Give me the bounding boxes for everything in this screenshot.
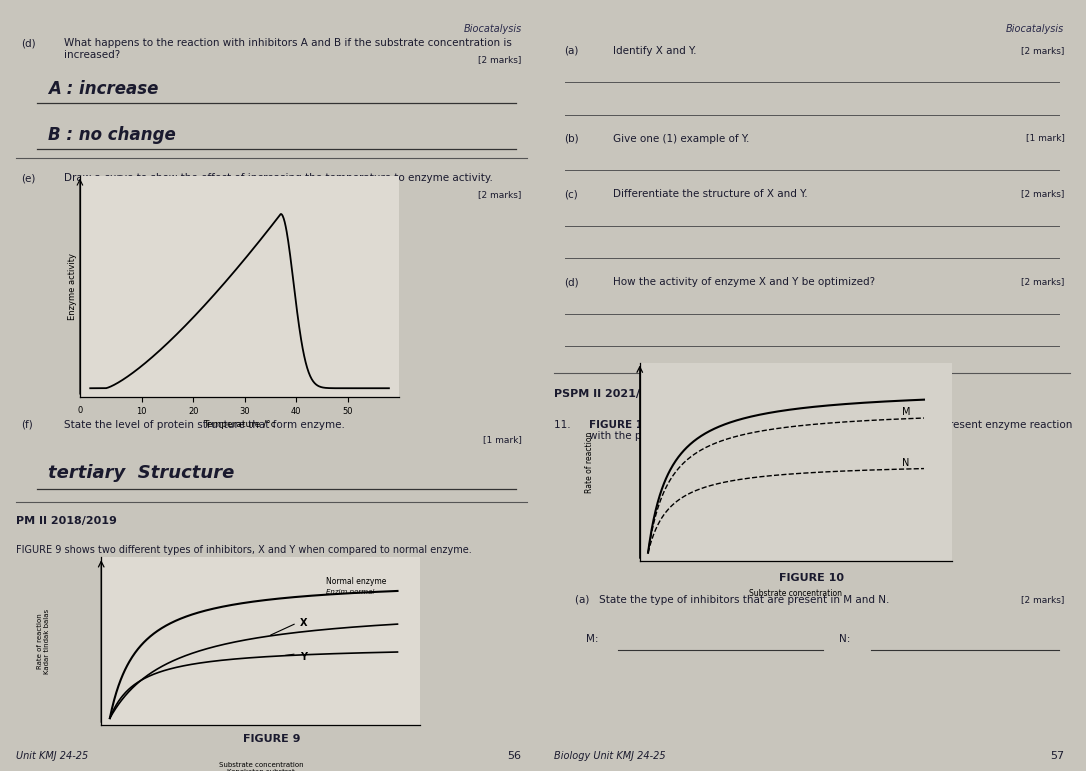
Text: N: N: [901, 459, 909, 469]
Text: below shows three different enzyme reactions. M and N represent enzyme reaction
: below shows three different enzyme react…: [589, 420, 1072, 442]
Text: PM II 2018/2019: PM II 2018/2019: [16, 516, 117, 526]
Text: Enzim normal: Enzim normal: [326, 589, 374, 595]
Text: 11.: 11.: [554, 420, 573, 430]
Text: Y: Y: [300, 651, 306, 662]
Text: [1 mark]: [1 mark]: [483, 435, 521, 444]
Text: FIGURE 9 shows two different types of inhibitors, X and Y when compared to norma: FIGURE 9 shows two different types of in…: [16, 545, 471, 555]
Text: State the level of protein structure that form enzyme.: State the level of protein structure tha…: [64, 420, 345, 430]
Text: FIGURE 10: FIGURE 10: [589, 420, 649, 430]
Text: What happens to the reaction with inhibitors A and B if the substrate concentrat: What happens to the reaction with inhibi…: [64, 39, 512, 60]
Text: 57: 57: [1050, 751, 1064, 761]
Text: X: X: [300, 618, 307, 628]
Text: Normal enzyme: Normal enzyme: [326, 577, 386, 586]
Text: [2 marks]: [2 marks]: [1021, 45, 1064, 55]
Text: (d): (d): [565, 277, 579, 287]
X-axis label: Temperature /°c: Temperature /°c: [203, 420, 276, 429]
Y-axis label: Enzyme activity: Enzyme activity: [68, 253, 77, 320]
Text: M: M: [901, 407, 910, 417]
Text: Give one (1) example of Y.: Give one (1) example of Y.: [613, 133, 749, 143]
Text: Substrate concentration
Kepekatan substrat: Substrate concentration Kepekatan substr…: [218, 762, 303, 771]
Text: Substrate concentration: Substrate concentration: [749, 589, 842, 598]
Text: B : no change: B : no change: [48, 126, 176, 144]
Text: (d): (d): [22, 39, 36, 49]
Text: Identify X and Y.: Identify X and Y.: [613, 45, 696, 56]
Text: [2 marks]: [2 marks]: [1021, 595, 1064, 604]
Text: [2 marks]: [2 marks]: [1021, 277, 1064, 286]
Text: Draw a curve to show the effect of increasing the temperature to enzyme activity: Draw a curve to show the effect of incre…: [64, 173, 493, 183]
Text: A : increase: A : increase: [48, 80, 159, 98]
Text: 0: 0: [77, 406, 83, 415]
Text: (c): (c): [565, 190, 578, 200]
Text: [2 marks]: [2 marks]: [1021, 190, 1064, 198]
Text: [2 marks]: [2 marks]: [478, 190, 521, 199]
Text: Rate of reaction
Kadar tindak balas: Rate of reaction Kadar tindak balas: [37, 608, 50, 674]
Text: Rate of reaction: Rate of reaction: [585, 431, 594, 493]
Text: 56: 56: [507, 751, 521, 761]
Text: FIGURE 10: FIGURE 10: [780, 573, 844, 583]
Text: (a)   State the type of inhibitors that are present in M and N.: (a) State the type of inhibitors that ar…: [576, 595, 889, 605]
Text: Biocatalysis: Biocatalysis: [464, 25, 521, 35]
Text: M:: M:: [586, 634, 598, 644]
Text: Unit KMJ 24-25: Unit KMJ 24-25: [16, 751, 88, 761]
Text: Biology Unit KMJ 24-25: Biology Unit KMJ 24-25: [554, 751, 666, 761]
Text: (e): (e): [22, 173, 36, 183]
Text: PSPM II 2021/2022: PSPM II 2021/2022: [554, 389, 671, 399]
Text: (f): (f): [22, 420, 34, 430]
Text: FIGURE 9: FIGURE 9: [243, 733, 300, 743]
Text: (b): (b): [565, 133, 579, 143]
Text: Differentiate the structure of X and Y.: Differentiate the structure of X and Y.: [613, 190, 808, 200]
Text: [2 marks]: [2 marks]: [478, 55, 521, 64]
Text: tertiary  Structure: tertiary Structure: [48, 464, 235, 482]
Text: (a): (a): [565, 45, 579, 56]
Text: How the activity of enzyme X and Y be optimized?: How the activity of enzyme X and Y be op…: [613, 277, 875, 287]
Text: N:: N:: [838, 634, 850, 644]
Text: [1 mark]: [1 mark]: [1025, 133, 1064, 143]
Text: Biocatalysis: Biocatalysis: [1007, 25, 1064, 35]
